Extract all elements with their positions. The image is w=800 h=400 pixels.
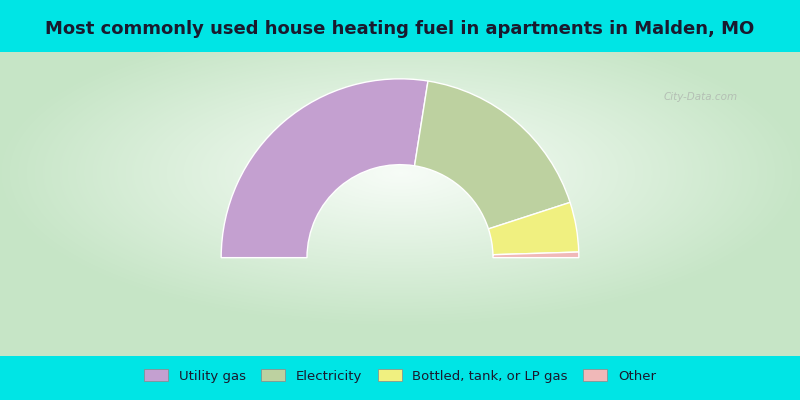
Wedge shape [221,79,428,258]
Wedge shape [493,252,579,258]
Text: Most commonly used house heating fuel in apartments in Malden, MO: Most commonly used house heating fuel in… [46,20,754,38]
Wedge shape [489,202,578,255]
Wedge shape [414,81,570,229]
Legend: Utility gas, Electricity, Bottled, tank, or LP gas, Other: Utility gas, Electricity, Bottled, tank,… [140,365,660,387]
Text: City-Data.com: City-Data.com [664,92,738,102]
